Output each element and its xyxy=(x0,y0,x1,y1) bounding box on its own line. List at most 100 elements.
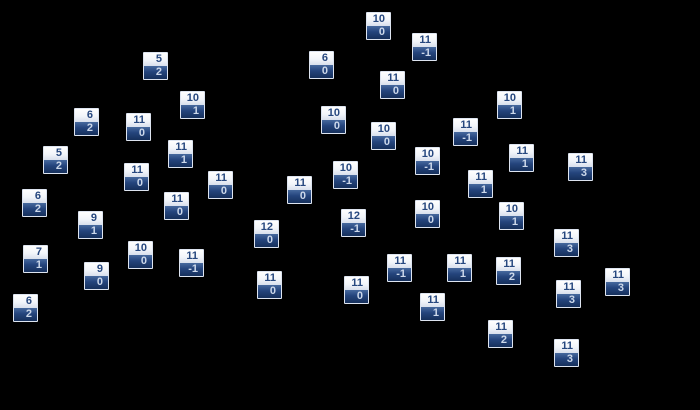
tile[interactable]: 11 3 xyxy=(556,280,581,308)
tile[interactable]: 10 0 xyxy=(321,106,346,134)
tile-bottom-value: -1 xyxy=(388,268,411,281)
tile-bottom-value: 1 xyxy=(448,268,471,281)
tile[interactable]: 11 1 xyxy=(168,140,193,168)
tile-bottom-value: -1 xyxy=(416,161,439,174)
tile-bottom-value: 0 xyxy=(85,276,108,289)
tile[interactable]: 11 -1 xyxy=(387,254,412,282)
tile-bottom-value: 2 xyxy=(489,334,512,347)
tile[interactable]: 12 -1 xyxy=(341,209,366,237)
tile[interactable]: 12 0 xyxy=(254,220,279,248)
tile-top-value: 11 xyxy=(555,230,578,243)
tile-top-value: 11 xyxy=(169,141,192,154)
tile[interactable]: 10 1 xyxy=(497,91,522,119)
tile-top-value: 10 xyxy=(322,107,345,120)
tile-bottom-value: 1 xyxy=(510,158,533,171)
tile[interactable]: 10 0 xyxy=(415,200,440,228)
tile-bottom-value: 0 xyxy=(258,285,281,298)
tile-bottom-value: 1 xyxy=(500,216,523,229)
tile-bottom-value: 0 xyxy=(288,190,311,203)
tile[interactable]: 11 0 xyxy=(344,276,369,304)
tile-bottom-value: 3 xyxy=(555,243,578,256)
tile-top-value: 5 xyxy=(144,53,167,66)
tile[interactable]: 10 0 xyxy=(128,241,153,269)
tile-top-value: 10 xyxy=(129,242,152,255)
tile-top-value: 6 xyxy=(23,190,46,203)
tile[interactable]: 11 1 xyxy=(468,170,493,198)
tile[interactable]: 11 0 xyxy=(287,176,312,204)
tile-top-value: 10 xyxy=(416,201,439,214)
tile[interactable]: 11 1 xyxy=(447,254,472,282)
tile[interactable]: 11 3 xyxy=(568,153,593,181)
tile-top-value: 11 xyxy=(489,321,512,334)
tile-bottom-value: 0 xyxy=(125,177,148,190)
tile-bottom-value: 2 xyxy=(75,122,98,135)
tile[interactable]: 10 -1 xyxy=(333,161,358,189)
tile[interactable]: 10 -1 xyxy=(415,147,440,175)
tile-bottom-value: -1 xyxy=(413,47,436,60)
tile-top-value: 10 xyxy=(367,13,390,26)
tile-top-value: 11 xyxy=(606,269,629,282)
tile-bottom-value: 3 xyxy=(569,167,592,180)
tile[interactable]: 11 1 xyxy=(509,144,534,172)
tile-top-value: 7 xyxy=(24,246,47,259)
tile-top-value: 10 xyxy=(500,203,523,216)
tile-top-value: 12 xyxy=(255,221,278,234)
tile[interactable]: 11 0 xyxy=(380,71,405,99)
tile[interactable]: 11 -1 xyxy=(179,249,204,277)
tile-top-value: 11 xyxy=(288,177,311,190)
tile-bottom-value: 3 xyxy=(555,353,578,366)
tile[interactable]: 11 3 xyxy=(554,339,579,367)
tile-top-value: 11 xyxy=(469,171,492,184)
tile-bottom-value: 2 xyxy=(497,271,520,284)
tile-top-value: 11 xyxy=(421,294,444,307)
tile[interactable]: 10 0 xyxy=(366,12,391,40)
tile[interactable]: 11 2 xyxy=(488,320,513,348)
tile-bottom-value: -1 xyxy=(454,132,477,145)
tile[interactable]: 10 0 xyxy=(371,122,396,150)
tile-top-value: 9 xyxy=(79,212,102,225)
tile-top-value: 11 xyxy=(569,154,592,167)
tile[interactable]: 11 -1 xyxy=(453,118,478,146)
tile-top-value: 11 xyxy=(381,72,404,85)
tile-bottom-value: 0 xyxy=(255,234,278,247)
tile[interactable]: 11 0 xyxy=(164,192,189,220)
tile[interactable]: 11 0 xyxy=(126,113,151,141)
tile[interactable]: 11 0 xyxy=(257,271,282,299)
tile-bottom-value: 1 xyxy=(421,307,444,320)
tile[interactable]: 10 1 xyxy=(499,202,524,230)
tile-bottom-value: 0 xyxy=(310,65,333,78)
tile-top-value: 6 xyxy=(75,109,98,122)
tile[interactable]: 11 0 xyxy=(124,163,149,191)
tile-bottom-value: -1 xyxy=(334,175,357,188)
tile-bottom-value: 0 xyxy=(416,214,439,227)
tile-bottom-value: 0 xyxy=(367,26,390,39)
tile-top-value: 11 xyxy=(180,250,203,263)
tile-bottom-value: 0 xyxy=(129,255,152,268)
tile-bottom-value: 0 xyxy=(127,127,150,140)
tile[interactable]: 11 2 xyxy=(496,257,521,285)
tile-top-value: 10 xyxy=(498,92,521,105)
tile-bottom-value: -1 xyxy=(180,263,203,276)
tile[interactable]: 10 1 xyxy=(180,91,205,119)
tile[interactable]: 11 0 xyxy=(208,171,233,199)
tile[interactable]: 11 -1 xyxy=(412,33,437,61)
tile-bottom-value: 1 xyxy=(498,105,521,118)
tile-bottom-value: 2 xyxy=(23,203,46,216)
tile-bottom-value: 1 xyxy=(79,225,102,238)
tile-top-value: 11 xyxy=(127,114,150,127)
tile-top-value: 6 xyxy=(14,295,37,308)
tile[interactable]: 11 3 xyxy=(554,229,579,257)
tile[interactable]: 11 3 xyxy=(605,268,630,296)
tile[interactable]: 11 1 xyxy=(420,293,445,321)
tile-top-value: 9 xyxy=(85,263,108,276)
